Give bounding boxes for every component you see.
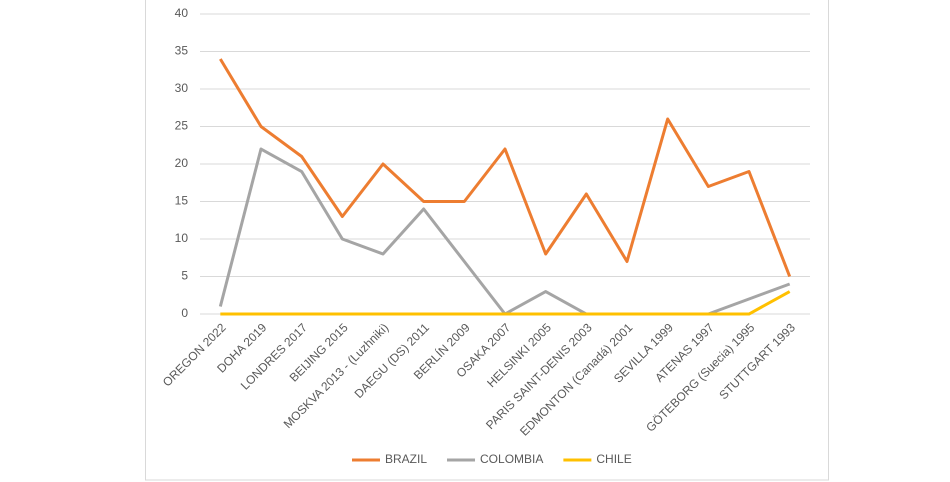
series-line	[219, 58, 792, 278]
y-tick-label: 40	[175, 6, 189, 20]
y-tick-label: 0	[181, 306, 188, 320]
y-tick-label: 10	[175, 231, 189, 245]
series-line	[220, 290, 791, 316]
legend-label: CHILE	[596, 452, 631, 466]
legend-label: BRAZIL	[385, 452, 427, 466]
y-tick-label: 15	[175, 194, 189, 208]
y-tick-label: 30	[175, 81, 189, 95]
legend-label: COLOMBIA	[480, 452, 543, 466]
y-tick-label: 35	[175, 44, 189, 58]
chart-frame	[145, 0, 829, 481]
y-tick-label: 5	[181, 269, 188, 283]
y-tick-label: 20	[175, 156, 189, 170]
y-tick-label: 25	[175, 119, 189, 133]
